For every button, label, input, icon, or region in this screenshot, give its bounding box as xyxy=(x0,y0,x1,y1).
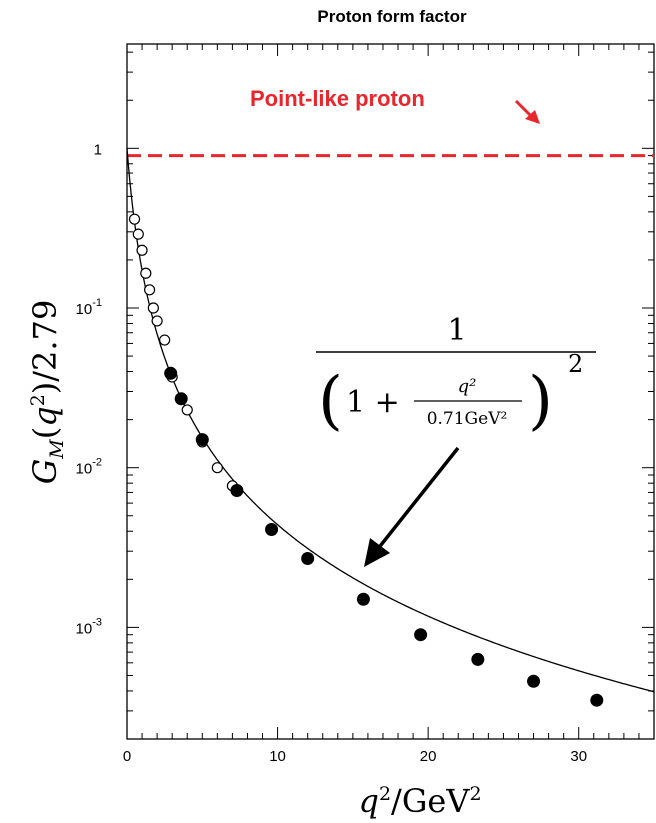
chart-title: Proton form factor xyxy=(317,7,467,26)
formula-one-plus: 1 + xyxy=(346,385,400,420)
open-circle-point xyxy=(159,334,171,346)
y-tick-label: 10-3 xyxy=(76,616,102,637)
filled-circle-point xyxy=(527,674,541,688)
dipole-formula: 1 ( 1 + q² 0.71GeV² ) 2 xyxy=(316,313,596,438)
filled-circle-point xyxy=(195,433,209,447)
filled-circle-point xyxy=(230,483,244,497)
y-tick-label: 10-1 xyxy=(76,297,102,318)
point-like-arrow xyxy=(514,99,540,124)
open-circle-point xyxy=(151,315,163,327)
point-like-label: Point-like proton xyxy=(250,86,425,111)
formula-open-paren: ( xyxy=(318,364,343,438)
formula-close-paren: ) xyxy=(528,364,553,438)
filled-circle-point xyxy=(414,628,428,642)
formula-exponent: 2 xyxy=(568,350,583,378)
y-tick-label: 1 xyxy=(94,141,102,158)
formula-q2: q² xyxy=(458,376,477,397)
y-tick-label: 10-2 xyxy=(76,457,102,478)
open-circle-point xyxy=(132,228,144,240)
open-circle-series xyxy=(128,213,238,492)
x-tick-label: 10 xyxy=(269,748,286,765)
x-tick-label: 0 xyxy=(123,748,131,765)
open-circle-point xyxy=(147,302,159,314)
dipole-fit-curve xyxy=(126,148,655,693)
filled-circle-point xyxy=(301,551,315,565)
open-circle-point xyxy=(140,267,152,279)
filled-circle-point xyxy=(164,366,178,380)
svg-text:q2/GeV2: q2/GeV2 xyxy=(358,782,481,820)
formula-numerator: 1 xyxy=(447,313,466,348)
open-circle-point xyxy=(128,213,141,225)
y-axis-label: GM(q2)/2.79 xyxy=(26,300,68,485)
open-circle-point xyxy=(211,462,223,474)
x-tick-label: 30 xyxy=(570,748,587,765)
x-tick-label: 20 xyxy=(420,748,437,765)
formula-arrow xyxy=(364,446,460,567)
formula-denominator: 0.71GeV² xyxy=(427,409,508,429)
svg-text:GM(q2)/2.79: GM(q2)/2.79 xyxy=(26,300,68,485)
open-circle-point xyxy=(181,404,193,416)
filled-circle-point xyxy=(174,392,188,406)
y-tick-labels: 1 10-1 10-2 10-3 xyxy=(76,141,102,637)
open-circle-point xyxy=(136,244,148,256)
filled-circle-point xyxy=(590,693,604,707)
open-circle-point xyxy=(143,284,156,296)
filled-circle-series xyxy=(164,366,604,707)
filled-circle-point xyxy=(356,592,370,606)
x-axis-label: q2/GeV2 xyxy=(358,782,481,820)
filled-circle-point xyxy=(265,523,279,537)
filled-circle-point xyxy=(471,652,485,666)
axis-ticks xyxy=(126,44,655,740)
x-tick-labels: 0 10 20 30 xyxy=(123,748,587,765)
